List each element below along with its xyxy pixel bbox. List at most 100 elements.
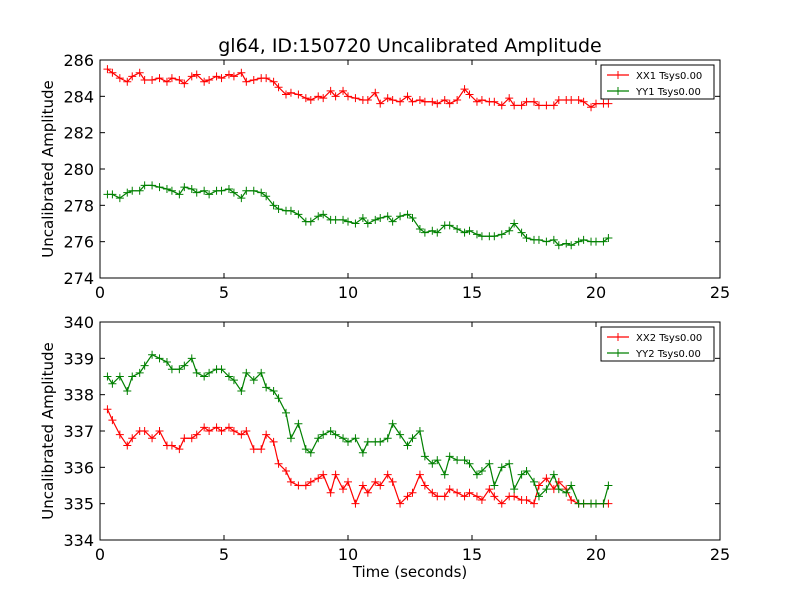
- data-point-1-1: [262, 74, 271, 83]
- data-point-1-2: [135, 186, 144, 195]
- legend-box: [600, 64, 715, 100]
- data-point-2-1: [542, 474, 551, 483]
- data-point-2-2: [319, 430, 328, 439]
- data-point-1-1: [229, 72, 238, 81]
- data-point-2-1: [376, 481, 385, 490]
- data-point-2-1: [490, 492, 499, 501]
- data-point-1-2: [306, 217, 315, 226]
- data-point-1-2: [574, 237, 583, 246]
- data-point-2-1: [326, 488, 335, 497]
- data-point-2-1: [269, 437, 278, 446]
- data-point-2-2: [428, 459, 437, 468]
- data-point-2-1: [428, 488, 437, 497]
- data-point-2-2: [344, 437, 352, 446]
- data-point-2-1: [175, 445, 184, 454]
- data-point-2-1: [344, 477, 352, 486]
- data-point-2-2: [549, 470, 558, 479]
- data-point-1-2: [567, 241, 576, 250]
- data-point-2-2: [282, 408, 290, 417]
- series-line-1-2: [107, 184, 609, 246]
- legend-marker: [614, 349, 622, 357]
- data-point-2-2: [522, 466, 531, 475]
- x-tick-label: 0: [95, 545, 105, 564]
- legend-marker: [614, 87, 622, 95]
- data-point-1-2: [542, 237, 551, 246]
- data-point-1-1: [175, 75, 184, 84]
- data-point-2-1: [274, 459, 283, 468]
- data-point-2-2: [135, 368, 144, 377]
- data-point-1-1: [574, 95, 583, 104]
- data-point-1-2: [269, 201, 278, 210]
- data-point-2-1: [460, 492, 469, 501]
- data-point-1-1: [205, 75, 214, 84]
- data-point-1-1: [522, 97, 531, 106]
- data-point-2-2: [433, 456, 442, 465]
- data-point-1-1: [123, 77, 132, 86]
- data-point-2-2: [599, 499, 608, 508]
- legend-label: YY2 Tsys0.00: [635, 349, 701, 360]
- y-tick-label: 337: [63, 422, 94, 441]
- data-point-2-1: [331, 470, 340, 479]
- data-point-2-1: [282, 466, 290, 475]
- data-point-1-2: [388, 217, 397, 226]
- data-point-1-1: [103, 65, 112, 74]
- data-point-2-1: [257, 445, 266, 454]
- data-point-1-1: [542, 101, 551, 110]
- legend-2: XX2 Tsys0.00 YY2 Tsys0.00: [600, 326, 715, 362]
- data-point-2-2: [453, 456, 462, 465]
- x-tick-label: 15: [462, 283, 482, 302]
- data-point-2-2: [604, 481, 613, 490]
- data-point-2-1: [242, 427, 251, 435]
- data-point-2-2: [108, 379, 117, 388]
- data-point-1-1: [224, 70, 233, 79]
- data-point-1-1: [517, 101, 526, 110]
- data-point-1-2: [242, 186, 251, 195]
- data-point-2-2: [140, 361, 149, 370]
- data-point-2-1: [224, 423, 233, 432]
- bottom-plot: 0 5 10 15 20 25 334 335 336 337 338 339 340 Uncalibra…: [39, 313, 730, 581]
- data-point-2-2: [192, 368, 201, 377]
- data-point-2-2: [123, 387, 132, 396]
- data-point-1-1: [477, 95, 486, 104]
- data-point-1-1: [212, 72, 221, 81]
- data-point-2-1: [301, 481, 310, 490]
- data-point-2-2: [358, 448, 367, 457]
- data-point-2-1: [180, 434, 189, 443]
- data-point-1-1: [567, 95, 576, 104]
- data-point-1-2: [205, 190, 214, 199]
- data-point-2-2: [403, 441, 412, 450]
- data-point-2-1: [472, 492, 481, 501]
- series-line-2-1: [106, 408, 609, 506]
- data-point-2-1: [420, 481, 429, 490]
- data-point-2-2: [376, 437, 385, 446]
- data-point-1-2: [376, 214, 385, 223]
- data-point-2-2: [200, 372, 209, 381]
- x-tick-label: 15: [462, 545, 482, 564]
- data-point-1-2: [433, 228, 442, 237]
- data-point-1-2: [339, 215, 348, 224]
- data-point-2-2: [205, 368, 214, 377]
- data-point-1-1: [140, 75, 149, 84]
- data-point-2-1: [445, 485, 454, 494]
- data-point-1-1: [497, 101, 506, 110]
- data-point-1-1: [217, 74, 226, 83]
- data-point-2-2: [579, 499, 588, 508]
- data-point-1-1: [306, 95, 315, 104]
- data-point-1-1: [286, 88, 295, 97]
- data-point-2-2: [440, 470, 449, 479]
- y-tick-label: 340: [63, 313, 94, 332]
- legend-1: XX1 Tsys0.00 YY1 Tsys0.00: [600, 64, 715, 100]
- data-point-2-2: [534, 492, 543, 501]
- data-point-2-2: [505, 459, 514, 468]
- data-point-1-1: [200, 77, 209, 86]
- data-point-2-1: [155, 427, 164, 435]
- data-point-1-2: [510, 219, 519, 228]
- data-point-1-2: [148, 181, 157, 190]
- data-point-2-1: [200, 423, 209, 432]
- x-tick-label: 5: [219, 545, 229, 564]
- data-point-1-2: [128, 186, 137, 195]
- data-point-1-1: [383, 94, 392, 103]
- data-point-1-1: [460, 85, 469, 94]
- data-point-2-2: [217, 365, 226, 374]
- data-point-1-2: [497, 230, 506, 239]
